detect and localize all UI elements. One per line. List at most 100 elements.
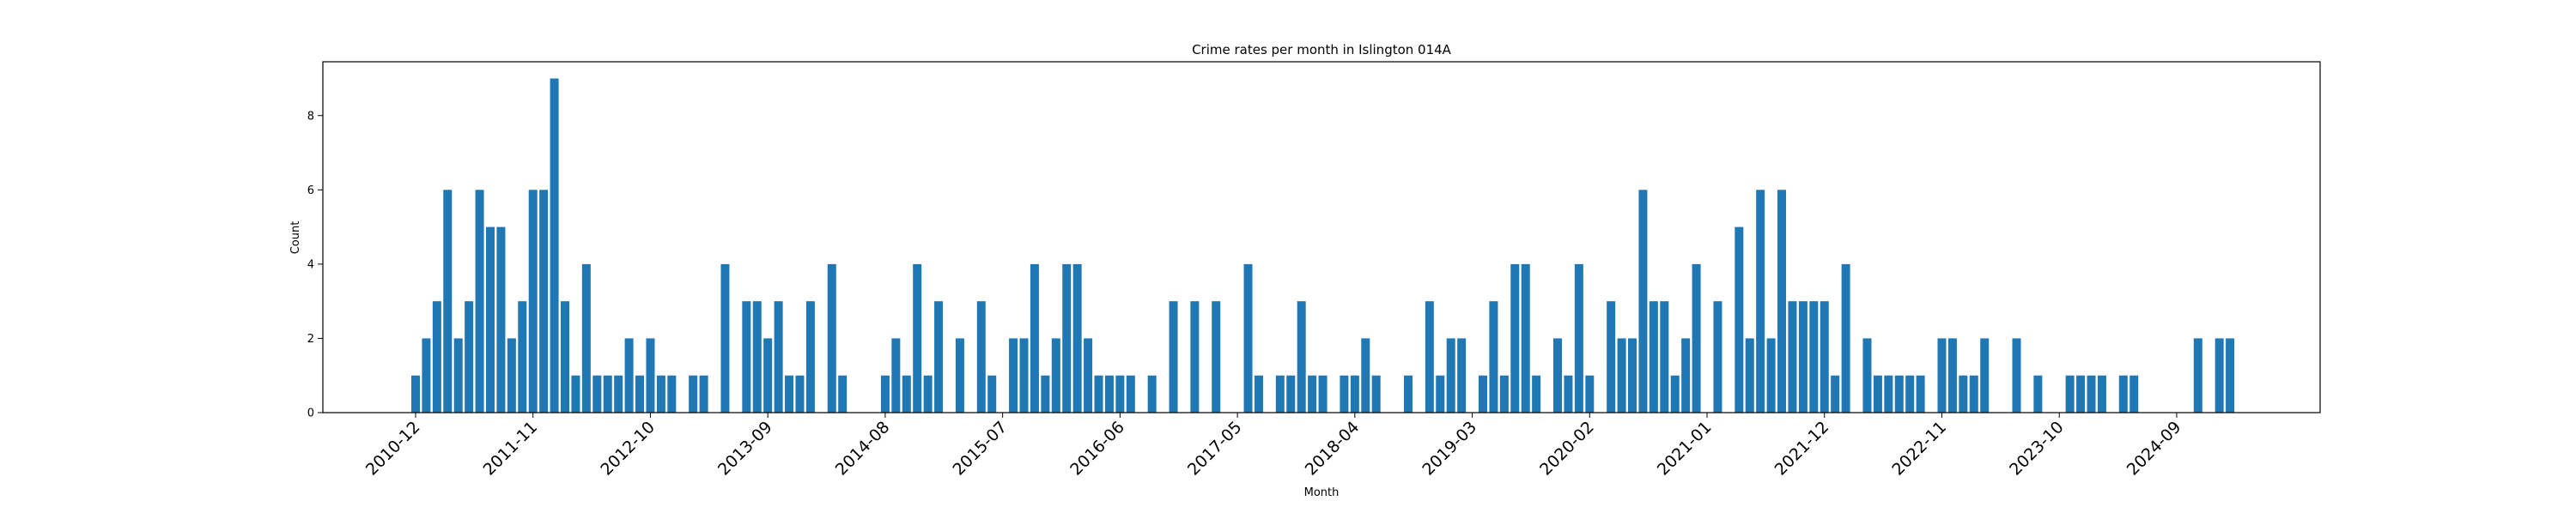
- bar-2024-04: [2118, 375, 2128, 413]
- bar-2017-06: [1243, 263, 1253, 413]
- bar-2019-02: [1457, 338, 1467, 413]
- bar-2015-12: [1051, 338, 1060, 413]
- bar-2013-02: [689, 375, 698, 413]
- bar-2012-08: [624, 338, 634, 413]
- bar-2011-04: [453, 338, 463, 413]
- bar-2012-12: [667, 375, 677, 413]
- bar-2019-09: [1532, 375, 1541, 413]
- bar-2012-04: [581, 263, 591, 413]
- bar-2017-10: [1286, 375, 1296, 413]
- y-axis-ticks: 0 2 4 6 8: [307, 110, 323, 420]
- bar-2021-12: [1820, 301, 1829, 413]
- bar-2011-09: [507, 338, 516, 413]
- bar-2017-07: [1254, 375, 1263, 413]
- bar-2011-07: [486, 226, 495, 413]
- bar-2022-04: [1862, 338, 1872, 413]
- bar-2016-02: [1072, 263, 1082, 413]
- bar-2022-06: [1884, 375, 1893, 413]
- bar-2011-11: [528, 190, 538, 413]
- y-axis-label: Count: [289, 221, 302, 255]
- bar-2014-08: [880, 375, 890, 413]
- bar-2015-11: [1041, 375, 1050, 413]
- bar-2015-03: [955, 338, 964, 413]
- bar-2016-04: [1094, 375, 1103, 413]
- bar-2020-10: [1670, 375, 1680, 413]
- bar-2021-08: [1777, 190, 1787, 413]
- bar-2020-09: [1660, 301, 1669, 413]
- bar-2017-12: [1308, 375, 1317, 413]
- bar-2021-02: [1713, 301, 1722, 413]
- y-tick-label: 2: [307, 333, 314, 346]
- plot-area-frame: [322, 61, 2321, 413]
- bar-2018-11: [1425, 301, 1434, 413]
- bar-2019-04: [1479, 375, 1487, 413]
- bar-2021-06: [1756, 190, 1765, 413]
- bar-2014-03: [827, 263, 836, 413]
- bar-2018-04: [1350, 375, 1359, 413]
- bar-2015-09: [1019, 338, 1029, 413]
- bar-2022-08: [1905, 375, 1915, 413]
- bar-2016-09: [1147, 375, 1157, 413]
- bar-2014-04: [838, 375, 848, 413]
- bar-2018-12: [1436, 375, 1445, 413]
- bar-2013-03: [699, 375, 708, 413]
- bar-2012-11: [656, 375, 665, 413]
- bar-2018-01: [1318, 375, 1327, 413]
- bar-2011-01: [422, 338, 431, 413]
- bar-2012-10: [646, 338, 655, 413]
- bar-2017-11: [1297, 301, 1306, 413]
- bar-2015-08: [1009, 338, 1018, 413]
- bar-2013-08: [752, 301, 762, 413]
- bar-2014-09: [891, 338, 901, 413]
- bar-2018-06: [1371, 375, 1381, 413]
- bar-2023-01: [1959, 375, 1968, 413]
- bar-2024-05: [2129, 375, 2139, 413]
- bar-2022-12: [1947, 338, 1957, 413]
- bar-2019-11: [1553, 338, 1563, 413]
- bar-2011-02: [432, 301, 441, 413]
- y-tick-label: 6: [307, 184, 314, 197]
- bar-2016-11: [1169, 301, 1178, 413]
- bar-2017-09: [1275, 375, 1285, 413]
- bar-2011-10: [518, 301, 527, 413]
- bar-2022-02: [1841, 263, 1850, 413]
- bar-2019-07: [1510, 263, 1520, 413]
- bar-2021-09: [1788, 301, 1797, 413]
- bar-2012-03: [571, 375, 580, 413]
- bar-2015-05: [976, 301, 986, 413]
- bar-2022-09: [1916, 375, 1925, 413]
- bars-layer: [411, 78, 2235, 413]
- bar-2018-03: [1340, 375, 1349, 413]
- x-axis-label: Month: [1304, 486, 1340, 499]
- bar-2023-03: [1980, 338, 1990, 413]
- chart-title: Crime rates per month in Islington 014A: [1192, 42, 1452, 57]
- bar-2020-07: [1638, 190, 1648, 413]
- bar-2019-08: [1521, 263, 1530, 413]
- bar-2011-06: [475, 190, 484, 413]
- bar-2021-10: [1798, 301, 1807, 413]
- bar-2011-12: [539, 190, 549, 413]
- y-tick-label: 0: [307, 407, 314, 420]
- bar-2020-12: [1692, 263, 1701, 413]
- bar-2012-02: [561, 301, 570, 413]
- bar-2011-08: [496, 226, 506, 413]
- bar-2020-05: [1617, 338, 1626, 413]
- bar-2024-01: [2087, 375, 2096, 413]
- bar-2019-05: [1489, 301, 1498, 413]
- bar-2022-11: [1937, 338, 1947, 413]
- bar-2013-12: [795, 375, 805, 413]
- bar-2024-11: [2193, 338, 2202, 413]
- bar-2020-04: [1607, 301, 1616, 413]
- bar-2014-11: [913, 263, 922, 413]
- bar-2013-07: [742, 301, 751, 413]
- bar-2013-05: [720, 263, 730, 413]
- bar-2023-08: [2033, 375, 2043, 413]
- bar-2011-05: [465, 301, 474, 413]
- bar-2021-04: [1735, 226, 1744, 413]
- bar-2025-01: [2215, 338, 2224, 413]
- bar-2012-05: [592, 375, 602, 413]
- bar-2015-06: [987, 375, 997, 413]
- bar-2025-02: [2226, 338, 2235, 413]
- bar-2013-09: [763, 338, 773, 413]
